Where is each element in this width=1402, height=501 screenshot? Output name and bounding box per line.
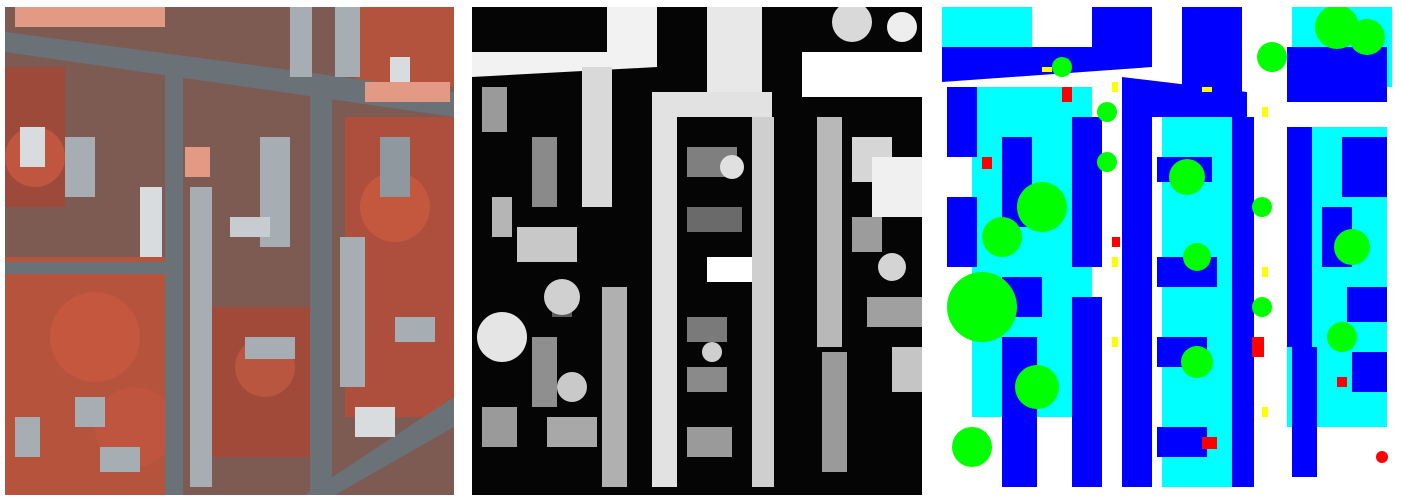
irrg-aerial-image-canvas bbox=[5, 7, 454, 495]
height-map-canvas bbox=[472, 7, 922, 495]
height-map-buildings bbox=[472, 7, 922, 487]
label-clutter bbox=[982, 87, 1388, 463]
label-map-image bbox=[942, 7, 1392, 495]
label-map-canvas bbox=[942, 7, 1392, 495]
irrg-roads bbox=[5, 32, 454, 495]
irrg-roofs bbox=[15, 7, 450, 487]
height-map-image bbox=[472, 7, 922, 495]
irrg-aerial-image bbox=[5, 7, 454, 495]
height-map-trees bbox=[477, 7, 917, 402]
label-trees bbox=[947, 7, 1385, 467]
label-cars bbox=[1042, 67, 1268, 417]
